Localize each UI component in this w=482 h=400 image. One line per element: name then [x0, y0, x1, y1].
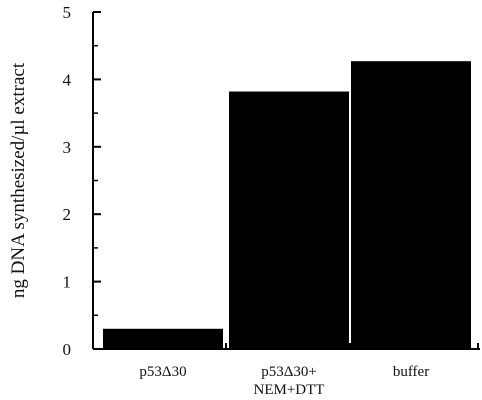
category-label: buffer [393, 364, 429, 380]
y-tick-label: 4 [63, 70, 72, 89]
bars [103, 61, 471, 350]
category-label: p53Δ30+ [261, 364, 317, 380]
y-ticks: 0 1 2 3 4 5 [63, 3, 101, 359]
y-tick-label: 2 [63, 205, 72, 224]
bar [229, 91, 349, 350]
y-axis: 0 1 2 3 4 5 ng DNA synthesized/µl extract [8, 3, 101, 359]
y-axis-label: ng DNA synthesized/µl extract [8, 62, 29, 298]
bar [351, 61, 471, 350]
category-label: NEM+DTT [254, 382, 325, 398]
y-tick-label: 3 [63, 138, 72, 157]
y-tick-label: 0 [63, 340, 72, 359]
y-tick-label: 1 [63, 273, 72, 292]
category-label: p53Δ30 [139, 364, 186, 380]
x-ticks [92, 343, 479, 349]
bar [103, 328, 223, 349]
y-tick-label: 5 [63, 3, 72, 22]
category-labels: p53Δ30 p53Δ30+ NEM+DTT buffer [139, 364, 429, 398]
